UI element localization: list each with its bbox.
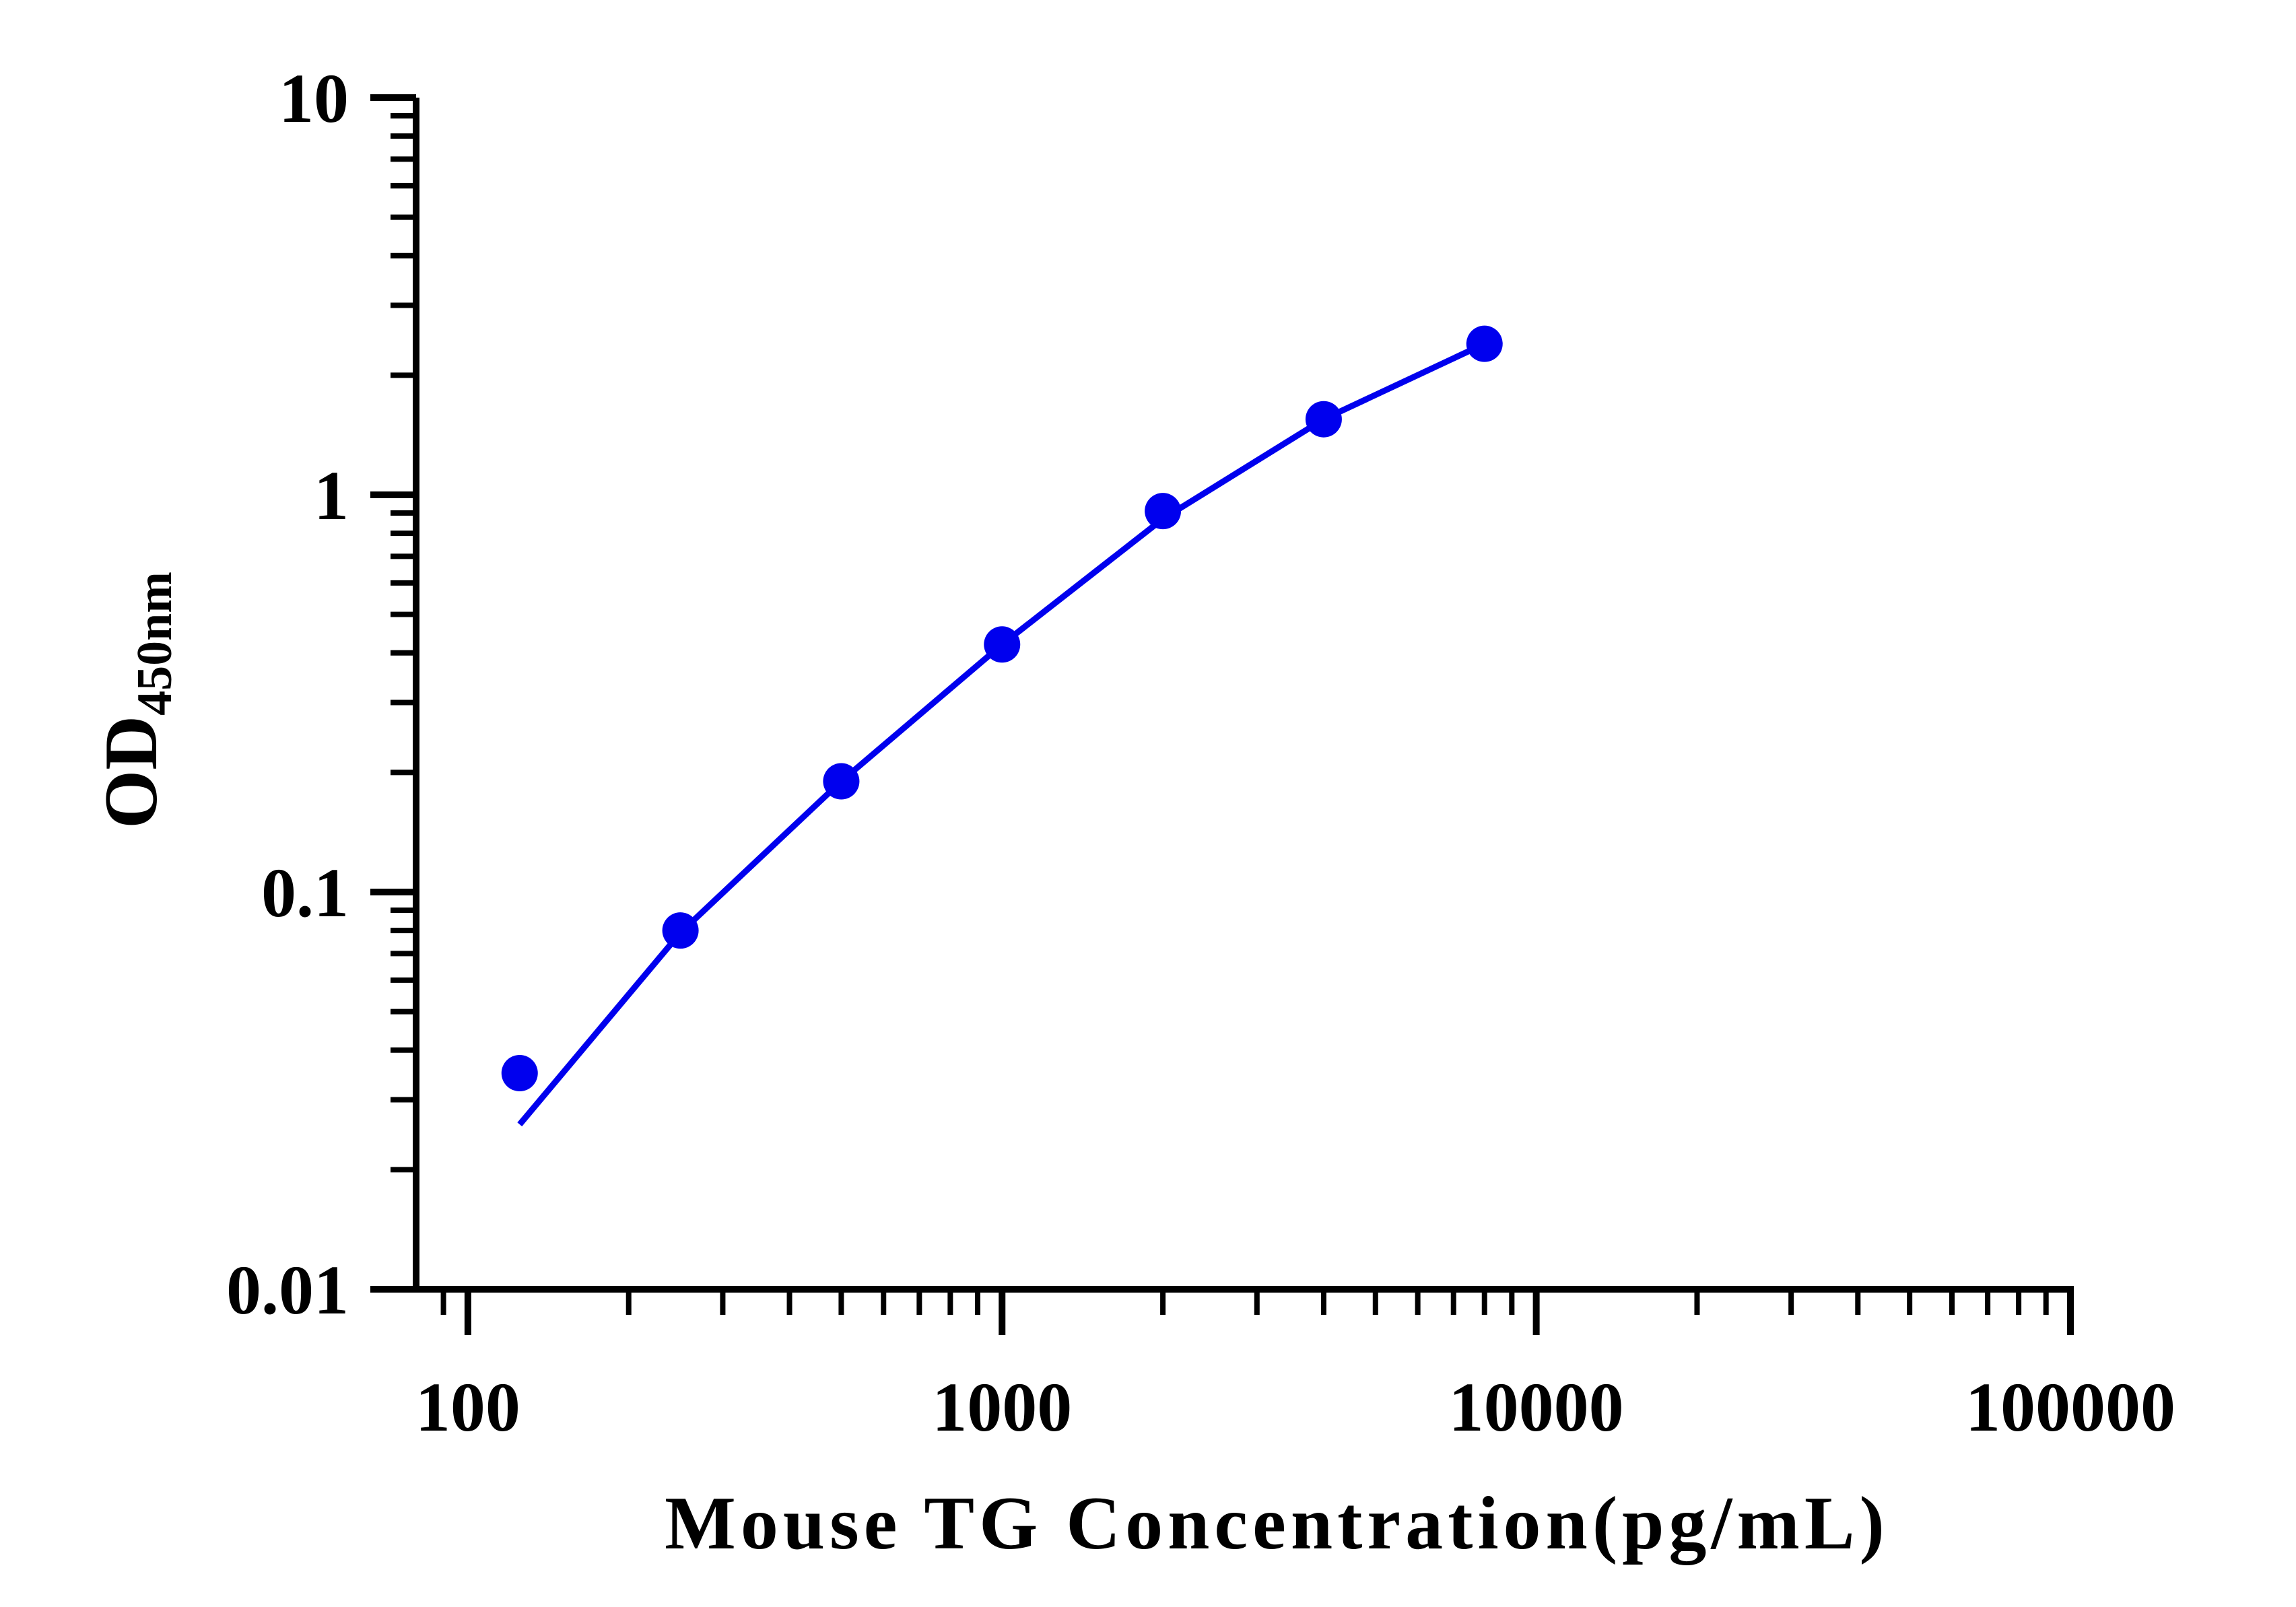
y-axis-title-main: OD xyxy=(90,716,173,829)
x-axis-ticks: 100 1000 10000 100000 xyxy=(415,1289,2175,1446)
y-axis-title-subscript: 450nm xyxy=(127,572,182,716)
series xyxy=(501,325,1503,1127)
data-point xyxy=(662,912,699,949)
y-axis-ticks: 0.01 0.1 1 10 xyxy=(226,60,416,1329)
y-tick-label: 10 xyxy=(279,60,349,137)
x-axis-title: Mouse TG Concentration(pg/mL) xyxy=(665,1482,1889,1565)
y-tick-label: 0.1 xyxy=(261,854,349,932)
y-tick-label: 0.01 xyxy=(226,1252,349,1329)
x-tick-label: 1000 xyxy=(932,1369,1072,1446)
data-point xyxy=(1305,401,1342,438)
x-tick-label: 100 xyxy=(415,1369,520,1446)
data-point xyxy=(1145,493,1182,530)
x-tick-label: 100000 xyxy=(1965,1369,2175,1446)
fit-curve-line xyxy=(517,341,1486,1127)
data-point xyxy=(823,763,860,800)
data-point xyxy=(501,1054,538,1091)
x-tick-label: 10000 xyxy=(1449,1369,1624,1446)
y-tick-label: 1 xyxy=(314,457,349,535)
data-point xyxy=(984,626,1021,663)
data-point xyxy=(1466,325,1503,362)
y-axis-title: OD450nm xyxy=(90,572,182,829)
axes xyxy=(413,98,2074,1293)
